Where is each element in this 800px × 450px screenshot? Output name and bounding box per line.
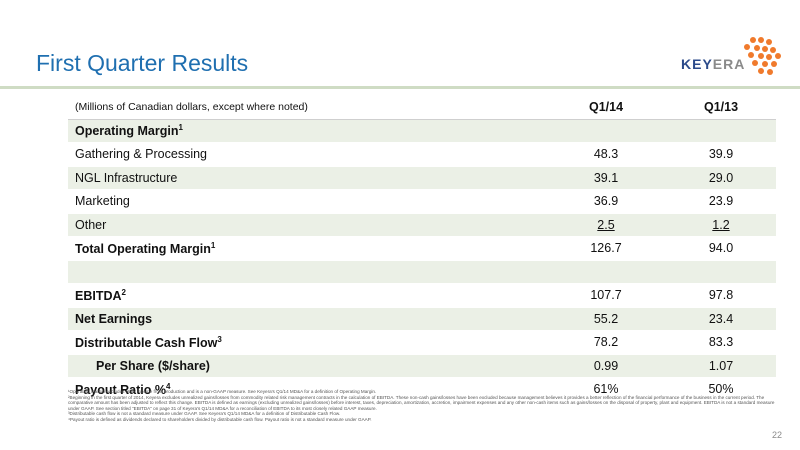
- footnote: ²Beginning in the first quarter of 2014,…: [68, 394, 775, 411]
- row-value-q1-13: 23.4: [666, 307, 776, 331]
- row-value-q1-13: 39.9: [666, 142, 776, 167]
- row-value-q1-13: 50%: [666, 377, 776, 402]
- row-value-q1-13: 1.2: [666, 213, 776, 237]
- row-value-q1-14: 48.3: [546, 142, 666, 167]
- table-row: Net Earnings 55.2 23.4: [68, 307, 776, 331]
- row-label: [68, 260, 546, 284]
- logo-text-key: KEY: [681, 56, 713, 72]
- table-row: NGL Infrastructure 39.1 29.0: [68, 166, 776, 190]
- table-row: Gathering & Processing 48.3 39.9: [68, 142, 776, 167]
- row-value-q1-13: 23.9: [666, 189, 776, 214]
- table-row: Operating Margin1: [68, 119, 776, 143]
- row-value-q1-13: [666, 119, 776, 143]
- footnote: ¹Operating margin excludes other income …: [68, 389, 377, 394]
- row-value-q1-13: 29.0: [666, 166, 776, 190]
- row-value-q1-14: 55.2: [546, 307, 666, 331]
- table-header-row: (Millions of Canadian dollars, except wh…: [68, 96, 776, 120]
- row-value-q1-13: 83.3: [666, 330, 776, 355]
- row-label: Marketing: [68, 189, 546, 214]
- table-row: Distributable Cash Flow3 78.2 83.3: [68, 330, 776, 355]
- row-label: Net Earnings: [68, 307, 546, 331]
- row-value-q1-13: 1.07: [666, 354, 776, 378]
- col-header-q1-14: Q1/14: [546, 96, 666, 120]
- row-value-q1-14: 2.5: [546, 213, 666, 237]
- table-row: Other 2.5 1.2: [68, 213, 776, 237]
- row-label: Per Share ($/share): [68, 354, 546, 378]
- results-table: (Millions of Canadian dollars, except wh…: [68, 96, 776, 402]
- row-value-q1-14: 61%: [546, 377, 666, 402]
- page-number: 22: [771, 430, 782, 440]
- row-label: Operating Margin1: [68, 119, 546, 143]
- row-label: Other: [68, 213, 546, 237]
- row-label: Gathering & Processing: [68, 142, 546, 167]
- row-value-q1-14: [546, 260, 666, 284]
- row-label: EBITDA2: [68, 283, 546, 308]
- footnote: ⁴Payout ratio is defined as dividends de…: [68, 416, 372, 422]
- table-row-spacer: [68, 260, 776, 284]
- row-value-q1-14: [546, 119, 666, 143]
- row-value-q1-14: 39.1: [546, 166, 666, 190]
- table-row: Marketing 36.9 23.9: [68, 189, 776, 214]
- row-label: Total Operating Margin1: [68, 236, 546, 261]
- row-value-q1-14: 0.99: [546, 354, 666, 378]
- row-value-q1-14: 126.7: [546, 236, 666, 261]
- row-label: Payout Ratio %4: [68, 377, 546, 402]
- row-value-q1-14: 78.2: [546, 330, 666, 355]
- row-value-q1-14: 107.7: [546, 283, 666, 308]
- footnote: ³Distributable cash flow is not a standa…: [68, 411, 341, 417]
- row-value-q1-13: 94.0: [666, 236, 776, 261]
- page-title: First Quarter Results: [36, 50, 249, 76]
- row-label: NGL Infrastructure: [68, 166, 546, 190]
- units-label: (Millions of Canadian dollars, except wh…: [68, 96, 546, 120]
- keyera-logo-icon: [744, 37, 781, 75]
- logo-wordmark: KEYERA: [681, 56, 745, 72]
- table-row: Per Share ($/share) 0.99 1.07: [68, 354, 776, 378]
- row-label: Distributable Cash Flow3: [68, 330, 546, 355]
- col-header-q1-13: Q1/13: [666, 96, 776, 120]
- row-value-q1-13: [666, 260, 776, 284]
- row-value-q1-13: 97.8: [666, 283, 776, 308]
- title-divider: [0, 86, 800, 89]
- table-row: Payout Ratio %4 61% 50%: [68, 377, 776, 402]
- logo-text-era: ERA: [712, 56, 746, 72]
- row-value-q1-14: 36.9: [546, 189, 666, 214]
- table-row: Total Operating Margin1 126.7 94.0: [68, 236, 776, 261]
- footnotes: ¹Operating margin excludes other income …: [68, 389, 776, 423]
- table-row: EBITDA2 107.7 97.8: [68, 283, 776, 308]
